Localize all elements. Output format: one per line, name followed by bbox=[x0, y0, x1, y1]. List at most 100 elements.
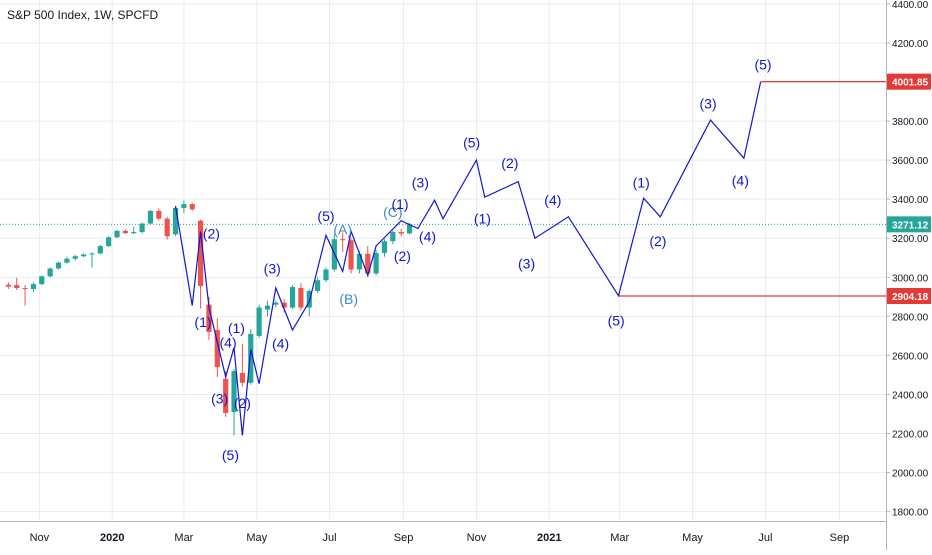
candle bbox=[298, 283, 304, 311]
price-axis-label: 4400.00 bbox=[892, 0, 929, 11]
candle bbox=[256, 304, 262, 338]
price-axis-label: 2600.00 bbox=[892, 351, 929, 362]
candle-body bbox=[172, 207, 179, 235]
price-axis-label: 3200.00 bbox=[892, 234, 929, 245]
time-axis-label: Jul bbox=[758, 532, 772, 544]
wave-label: (B) bbox=[339, 291, 358, 307]
last-price-tag-box bbox=[887, 216, 931, 233]
candle-body bbox=[97, 246, 103, 254]
wave-label: (3) bbox=[211, 390, 228, 406]
wave-label: (2) bbox=[203, 225, 220, 241]
level-price-tag: 2904.18 bbox=[887, 288, 931, 305]
candle-body bbox=[30, 284, 37, 290]
wave-label: (4) bbox=[220, 335, 237, 351]
level-price-tag-text: 2904.18 bbox=[892, 292, 929, 303]
candle-body bbox=[189, 204, 195, 210]
candle-body bbox=[256, 307, 262, 336]
wave-label: (3) bbox=[518, 256, 535, 272]
candle-body bbox=[5, 284, 11, 287]
candle bbox=[289, 285, 296, 310]
time-axis-label: May bbox=[682, 532, 703, 544]
time-axis-label: Nov bbox=[467, 532, 487, 544]
candle-body bbox=[131, 231, 137, 234]
candle bbox=[22, 285, 28, 306]
candle-body bbox=[281, 302, 287, 308]
candle bbox=[156, 208, 162, 221]
candle bbox=[231, 369, 237, 436]
candle-body bbox=[139, 223, 145, 232]
price-axis-label: 3800.00 bbox=[892, 117, 929, 128]
candle-body bbox=[147, 210, 154, 224]
wave-label: (3) bbox=[412, 175, 429, 191]
candle-body bbox=[289, 287, 296, 308]
wave-label: (2) bbox=[649, 233, 666, 249]
candle-body bbox=[356, 253, 363, 270]
candle-body bbox=[22, 288, 28, 290]
candle-body bbox=[248, 333, 254, 383]
wave-label: (3) bbox=[700, 95, 717, 111]
wave-label: (1) bbox=[228, 320, 245, 336]
candle bbox=[214, 318, 220, 377]
candle bbox=[14, 277, 20, 290]
candle bbox=[323, 267, 329, 283]
level-price-tag-box bbox=[887, 73, 931, 90]
price-axis-label: 3400.00 bbox=[892, 195, 929, 206]
candle bbox=[106, 236, 112, 248]
grid-lines bbox=[0, 0, 886, 521]
candle-body bbox=[223, 378, 229, 414]
level-price-tag-box bbox=[887, 288, 931, 305]
candle bbox=[381, 239, 388, 257]
wave-label: (5) bbox=[754, 56, 771, 72]
candle bbox=[365, 246, 371, 278]
candle-body bbox=[156, 210, 162, 219]
candle-body bbox=[323, 269, 329, 281]
wave-label: (1) bbox=[474, 211, 491, 227]
candle bbox=[97, 245, 103, 255]
elliott-wave-path bbox=[174, 81, 762, 436]
candle-body bbox=[231, 371, 237, 413]
candle bbox=[39, 275, 45, 286]
price-axis-label: 2200.00 bbox=[892, 430, 929, 441]
time-axis-label: May bbox=[246, 532, 267, 544]
candle bbox=[89, 252, 95, 268]
candle-body bbox=[106, 237, 112, 247]
candle bbox=[122, 229, 128, 234]
candle-body bbox=[14, 285, 20, 289]
level-price-tag: 4001.85 bbox=[887, 73, 931, 90]
candle-body bbox=[122, 230, 128, 234]
candle-body bbox=[64, 258, 70, 263]
candle bbox=[47, 267, 53, 278]
candle-body bbox=[264, 305, 271, 310]
wave-label: (1) bbox=[633, 175, 650, 191]
candle bbox=[139, 222, 145, 234]
candle bbox=[181, 200, 187, 213]
candle-body bbox=[80, 254, 87, 257]
price-axis-label: 1800.00 bbox=[892, 508, 929, 519]
wave-labels: (2)(1)(4)(3)(5)(1)(2)(3)(4)(5)(A)(B)(C)(… bbox=[194, 56, 771, 463]
wave-label: (2) bbox=[394, 248, 411, 264]
candle-body bbox=[315, 280, 321, 291]
wave-label: (5) bbox=[222, 447, 239, 463]
wave-label: (4) bbox=[419, 228, 436, 244]
candle-body bbox=[114, 230, 120, 238]
wave-label: (4) bbox=[544, 192, 561, 208]
wave-label: (4) bbox=[272, 336, 289, 352]
candle-body bbox=[298, 288, 304, 308]
candle-body bbox=[39, 276, 45, 285]
candle bbox=[64, 256, 70, 264]
time-axis: Nov 2020 Mar May Jul Sep Nov 2021 Mar May Jul Sep bbox=[30, 532, 850, 544]
candle-body bbox=[239, 372, 245, 383]
candle bbox=[131, 226, 137, 235]
wave-label: (1) bbox=[391, 196, 408, 212]
candle bbox=[55, 261, 62, 270]
candle bbox=[315, 277, 321, 293]
candle bbox=[189, 202, 195, 211]
time-axis-label: Sep bbox=[830, 532, 850, 544]
candle bbox=[172, 206, 179, 236]
candle-body bbox=[348, 240, 354, 270]
price-axis-label: 2000.00 bbox=[892, 469, 929, 480]
chart-title: S&P 500 Index, 1W, SPCFD bbox=[7, 8, 159, 22]
candle bbox=[147, 209, 154, 225]
candle bbox=[390, 230, 396, 245]
